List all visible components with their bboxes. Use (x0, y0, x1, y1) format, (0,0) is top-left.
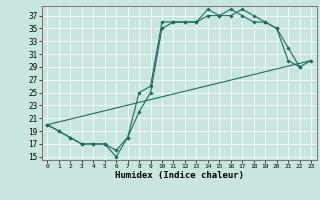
X-axis label: Humidex (Indice chaleur): Humidex (Indice chaleur) (115, 171, 244, 180)
